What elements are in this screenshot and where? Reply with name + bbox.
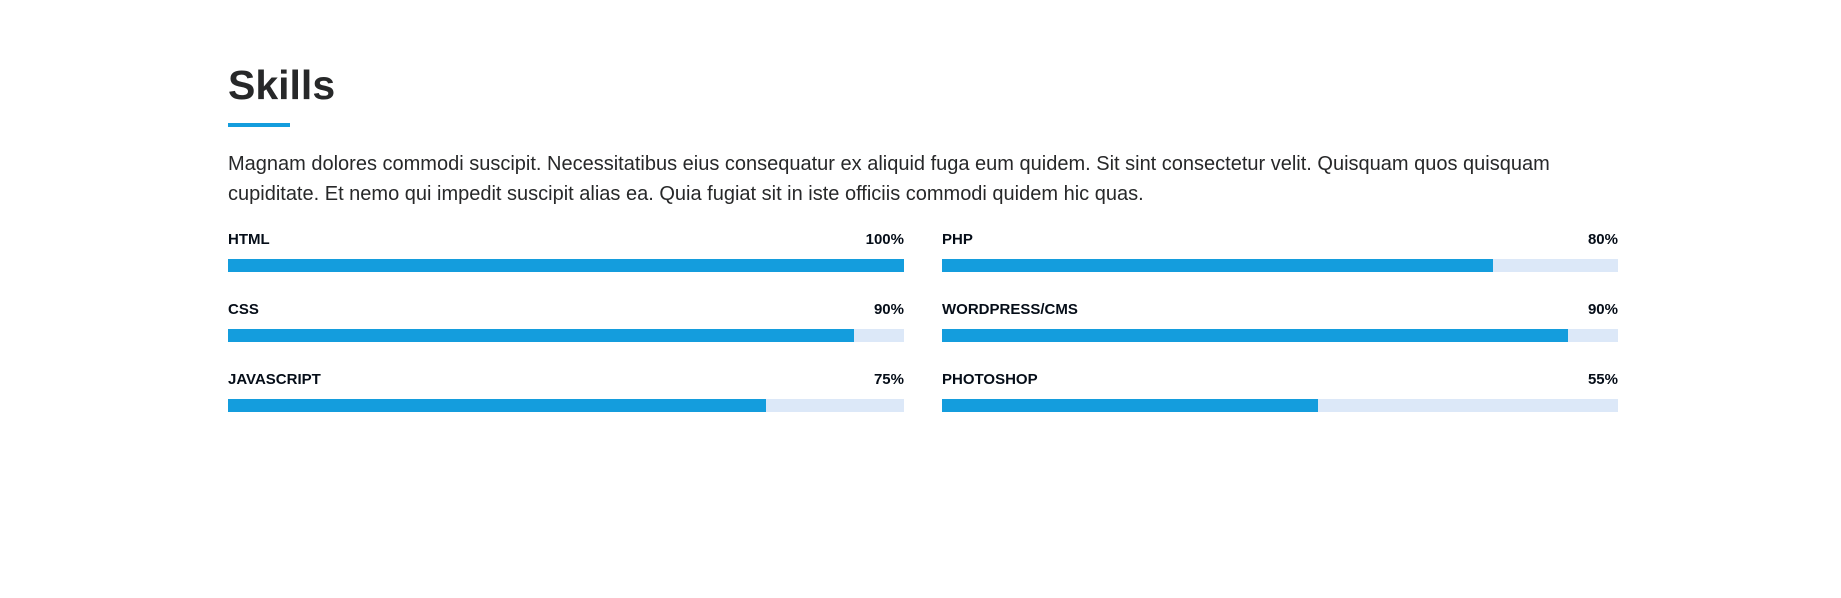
skill-item-photoshop: PHOTOSHOP 55% — [942, 371, 1618, 412]
progress-track — [228, 399, 904, 412]
title-underline — [228, 123, 290, 127]
section-title: Skills — [228, 62, 336, 108]
skill-name: JAVASCRIPT — [228, 371, 321, 388]
skill-percent: 90% — [873, 301, 904, 318]
skill-header: CSS 90% — [228, 301, 904, 320]
skills-section: Skills Magnam dolores commodi suscipit. … — [228, 60, 1618, 441]
skill-percent: 100% — [865, 231, 904, 248]
skill-item-html: HTML 100% — [228, 231, 904, 272]
progress-track — [942, 329, 1618, 342]
skills-column-left: HTML 100% CSS 90% JAVASCRIPT — [228, 231, 904, 441]
progress-track — [942, 399, 1618, 412]
skill-name: PHOTOSHOP — [942, 371, 1038, 388]
skill-name: WORDPRESS/CMS — [942, 301, 1078, 318]
skill-name: HTML — [228, 231, 270, 248]
progress-fill — [228, 399, 767, 412]
skill-header: HTML 100% — [228, 231, 904, 250]
progress-fill — [942, 329, 1568, 342]
skill-header: JAVASCRIPT 75% — [228, 371, 904, 390]
progress-fill — [228, 259, 904, 272]
skills-grid: HTML 100% CSS 90% JAVASCRIPT — [228, 231, 1618, 441]
progress-track — [228, 329, 904, 342]
progress-track — [228, 259, 904, 272]
skill-percent: 75% — [873, 371, 904, 388]
section-intro: Magnam dolores commodi suscipit. Necessi… — [228, 153, 1550, 205]
skill-name: CSS — [228, 301, 259, 318]
progress-track — [942, 259, 1618, 272]
skill-header: WORDPRESS/CMS 90% — [942, 301, 1618, 320]
skill-percent: 80% — [1587, 231, 1618, 248]
skill-item-css: CSS 90% — [228, 301, 904, 342]
skill-item-php: PHP 80% — [942, 231, 1618, 272]
progress-fill — [942, 259, 1493, 272]
skill-header: PHP 80% — [942, 231, 1618, 250]
skill-item-wordpress-cms: WORDPRESS/CMS 90% — [942, 301, 1618, 342]
progress-fill — [228, 329, 854, 342]
skill-header: PHOTOSHOP 55% — [942, 371, 1618, 390]
skill-name: PHP — [942, 231, 973, 248]
skills-column-right: PHP 80% WORDPRESS/CMS 90% PHOTOSHOP — [942, 231, 1618, 441]
progress-fill — [942, 399, 1318, 412]
skill-item-javascript: JAVASCRIPT 75% — [228, 371, 904, 412]
skill-percent: 90% — [1587, 301, 1618, 318]
skill-percent: 55% — [1587, 371, 1618, 388]
